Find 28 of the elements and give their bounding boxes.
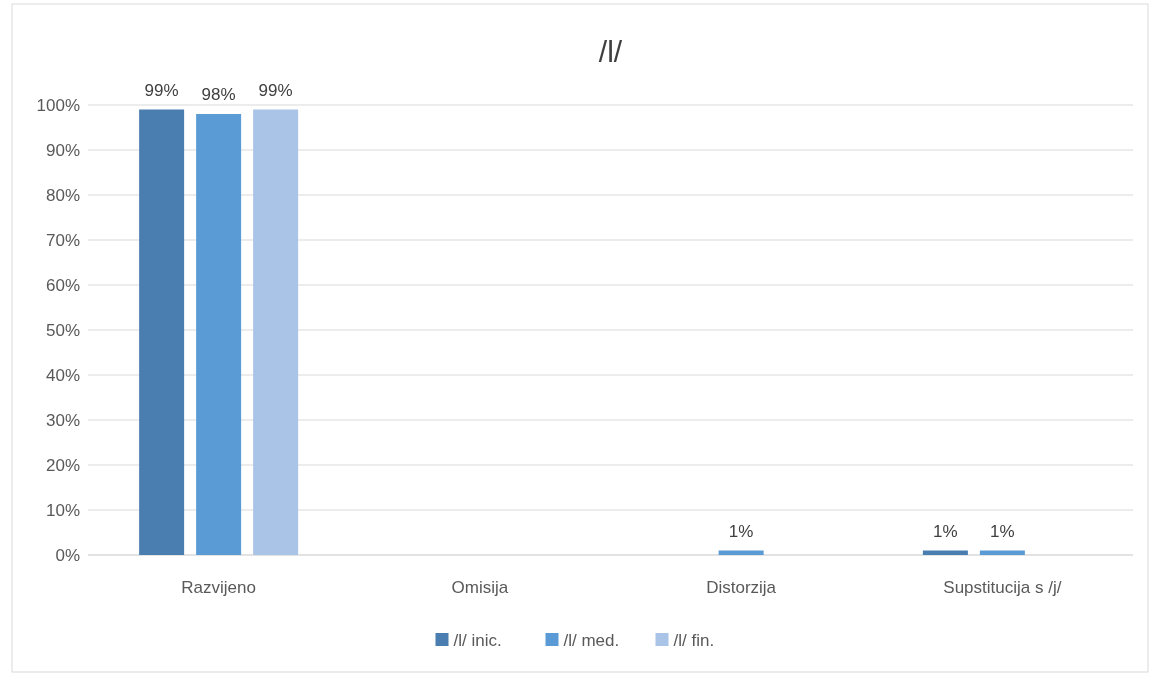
y-tick-label: 0%: [55, 545, 80, 565]
y-tick-label: 70%: [45, 230, 80, 250]
bar: [253, 109, 299, 555]
y-tick-label: 40%: [45, 365, 80, 385]
y-tick-label: 30%: [45, 410, 80, 430]
legend-label: /l/ fin.: [673, 630, 715, 650]
text: 1%: [990, 521, 1015, 541]
x-tick-label: Razvijeno: [181, 578, 256, 597]
legend-label: /l/ med.: [563, 630, 620, 650]
y-tick-label: 50%: [45, 320, 80, 340]
legend-label: /l/ inic.: [453, 630, 502, 650]
x-tick-label: Omisija: [451, 578, 509, 597]
text: 99%: [144, 80, 179, 100]
text: 1%: [728, 521, 754, 541]
y-tick-label: 100%: [36, 95, 80, 115]
y-tick-label: 80%: [45, 185, 80, 205]
y-tick-label: 10%: [45, 500, 80, 520]
text: 98%: [201, 85, 236, 104]
y-tick-label: 90%: [45, 140, 80, 160]
y-tick-label: 20%: [45, 455, 80, 475]
text: 1%: [933, 521, 958, 541]
bar: [139, 109, 185, 555]
x-tick-label: Distorzija: [706, 578, 777, 597]
chart-title: /l/: [598, 35, 623, 68]
x-tick-label: Supstitucija s /j/: [943, 578, 1062, 597]
y-tick-label: 60%: [45, 275, 80, 295]
bar: [196, 114, 242, 555]
text: 99%: [258, 80, 293, 100]
